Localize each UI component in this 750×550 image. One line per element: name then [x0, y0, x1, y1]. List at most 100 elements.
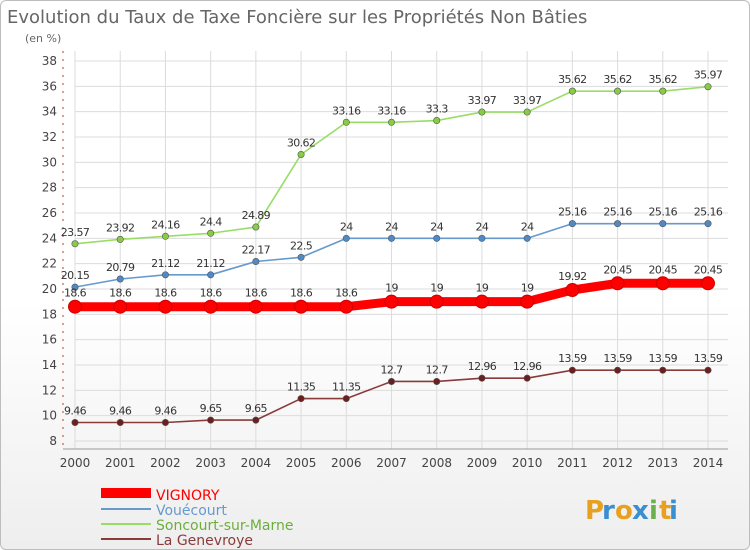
y-tick-label: 12 [42, 383, 57, 397]
data-point [248, 299, 263, 314]
data-point [116, 419, 124, 427]
x-tick-label: 2007 [376, 456, 407, 470]
data-point [161, 419, 169, 427]
data-label: 19 [521, 282, 534, 295]
data-point [568, 366, 576, 374]
data-label: 35.62 [558, 73, 587, 86]
data-point [71, 419, 79, 427]
data-point [207, 416, 215, 424]
data-label: 24.16 [151, 218, 180, 231]
data-point [701, 276, 715, 291]
data-point [387, 118, 395, 126]
data-label: 20.45 [649, 263, 678, 276]
x-tick-label: 2001 [105, 456, 136, 470]
y-tick-label: 14 [42, 358, 57, 372]
axes: 8 10 12 14 16 18 20 22 24 26 28 30 32 34 36 38 2000 2001 2… [42, 51, 728, 470]
data-label: 25.16 [649, 206, 678, 219]
data-point [297, 150, 305, 158]
data-point [71, 240, 79, 248]
data-point [478, 108, 486, 116]
data-label: 35.97 [694, 69, 723, 82]
data-point [568, 87, 576, 95]
proxiti-logo: Pr o x i ti [585, 496, 678, 526]
data-point [614, 366, 622, 374]
x-tick-label: 2009 [467, 456, 498, 470]
logo-letter: t [659, 496, 671, 526]
data-point [161, 271, 169, 279]
data-label: 21.12 [196, 257, 225, 270]
y-tick-label: 26 [42, 206, 57, 220]
data-point [568, 220, 576, 228]
x-tick-label: 2003 [195, 456, 226, 470]
data-label: 18.6 [64, 287, 87, 300]
x-tick-label: 2008 [421, 456, 452, 470]
data-label: 33.3 [426, 103, 449, 116]
x-tick-label: 2013 [648, 456, 679, 470]
chart-subtitle: (en %) [25, 32, 61, 45]
data-label: 19 [385, 282, 398, 295]
x-tick-label: 2012 [602, 456, 633, 470]
legend-label: VIGNORY [156, 488, 220, 504]
data-label: 24 [476, 220, 489, 233]
data-label: 12.96 [468, 360, 497, 373]
data-label: 13.59 [649, 352, 678, 365]
data-label: 30.62 [287, 136, 316, 149]
logo-letter: i [669, 496, 678, 526]
logo-letter: x [632, 496, 649, 526]
logo-letter: o [615, 496, 633, 526]
data-label: 24 [430, 220, 443, 233]
x-tick-label: 2002 [150, 456, 181, 470]
data-point [387, 377, 395, 385]
data-point [523, 234, 531, 242]
data-point [116, 275, 124, 283]
series [68, 83, 715, 427]
data-label: 20.79 [106, 261, 135, 274]
data-label: 9.65 [245, 402, 268, 415]
x-tick-label: 2010 [512, 456, 543, 470]
data-label: 20.15 [61, 269, 90, 282]
y-tick-label: 18 [42, 307, 57, 321]
data-label: 24 [340, 220, 353, 233]
data-label: 12.96 [513, 360, 542, 373]
y-tick-label: 22 [42, 257, 57, 271]
data-label: 12.7 [426, 363, 449, 376]
data-point [203, 299, 218, 314]
data-label: 12.7 [380, 363, 403, 376]
data-label: 25.16 [603, 206, 632, 219]
y-tick-label: 30 [42, 155, 57, 169]
data-label: 9.46 [109, 405, 132, 418]
data-point [433, 234, 441, 242]
data-label: 33.16 [332, 104, 361, 117]
data-label: 18.6 [290, 287, 313, 300]
legend-label: Soncourt-sur-Marne [156, 518, 294, 534]
y-tick-label: 34 [42, 105, 57, 119]
data-point [342, 234, 350, 242]
data-point [523, 108, 531, 116]
data-label: 13.59 [694, 352, 723, 365]
data-point [207, 229, 215, 237]
data-point [433, 377, 441, 385]
grid [74, 51, 728, 449]
data-label: 18.6 [200, 287, 223, 300]
data-label: 19 [476, 282, 489, 295]
data-point [252, 258, 260, 266]
x-tick-label: 2005 [286, 456, 317, 470]
data-label: 23.57 [61, 226, 90, 239]
legend-label: Vouécourt [156, 503, 227, 519]
y-tick-label: 20 [42, 282, 57, 296]
x-tick-label: 2000 [60, 456, 91, 470]
data-label: 19.92 [558, 270, 587, 283]
data-label: 24.4 [200, 215, 223, 228]
data-label: 22.17 [242, 244, 271, 257]
data-label: 21.12 [151, 257, 180, 270]
data-point [297, 253, 305, 261]
y-tick-label: 36 [42, 79, 57, 93]
data-label: 24 [385, 220, 398, 233]
data-label: 11.35 [287, 381, 316, 394]
data-point [704, 366, 712, 374]
data-label: 33.97 [468, 94, 497, 107]
data-label: 13.59 [558, 352, 587, 365]
data-point [610, 276, 625, 291]
